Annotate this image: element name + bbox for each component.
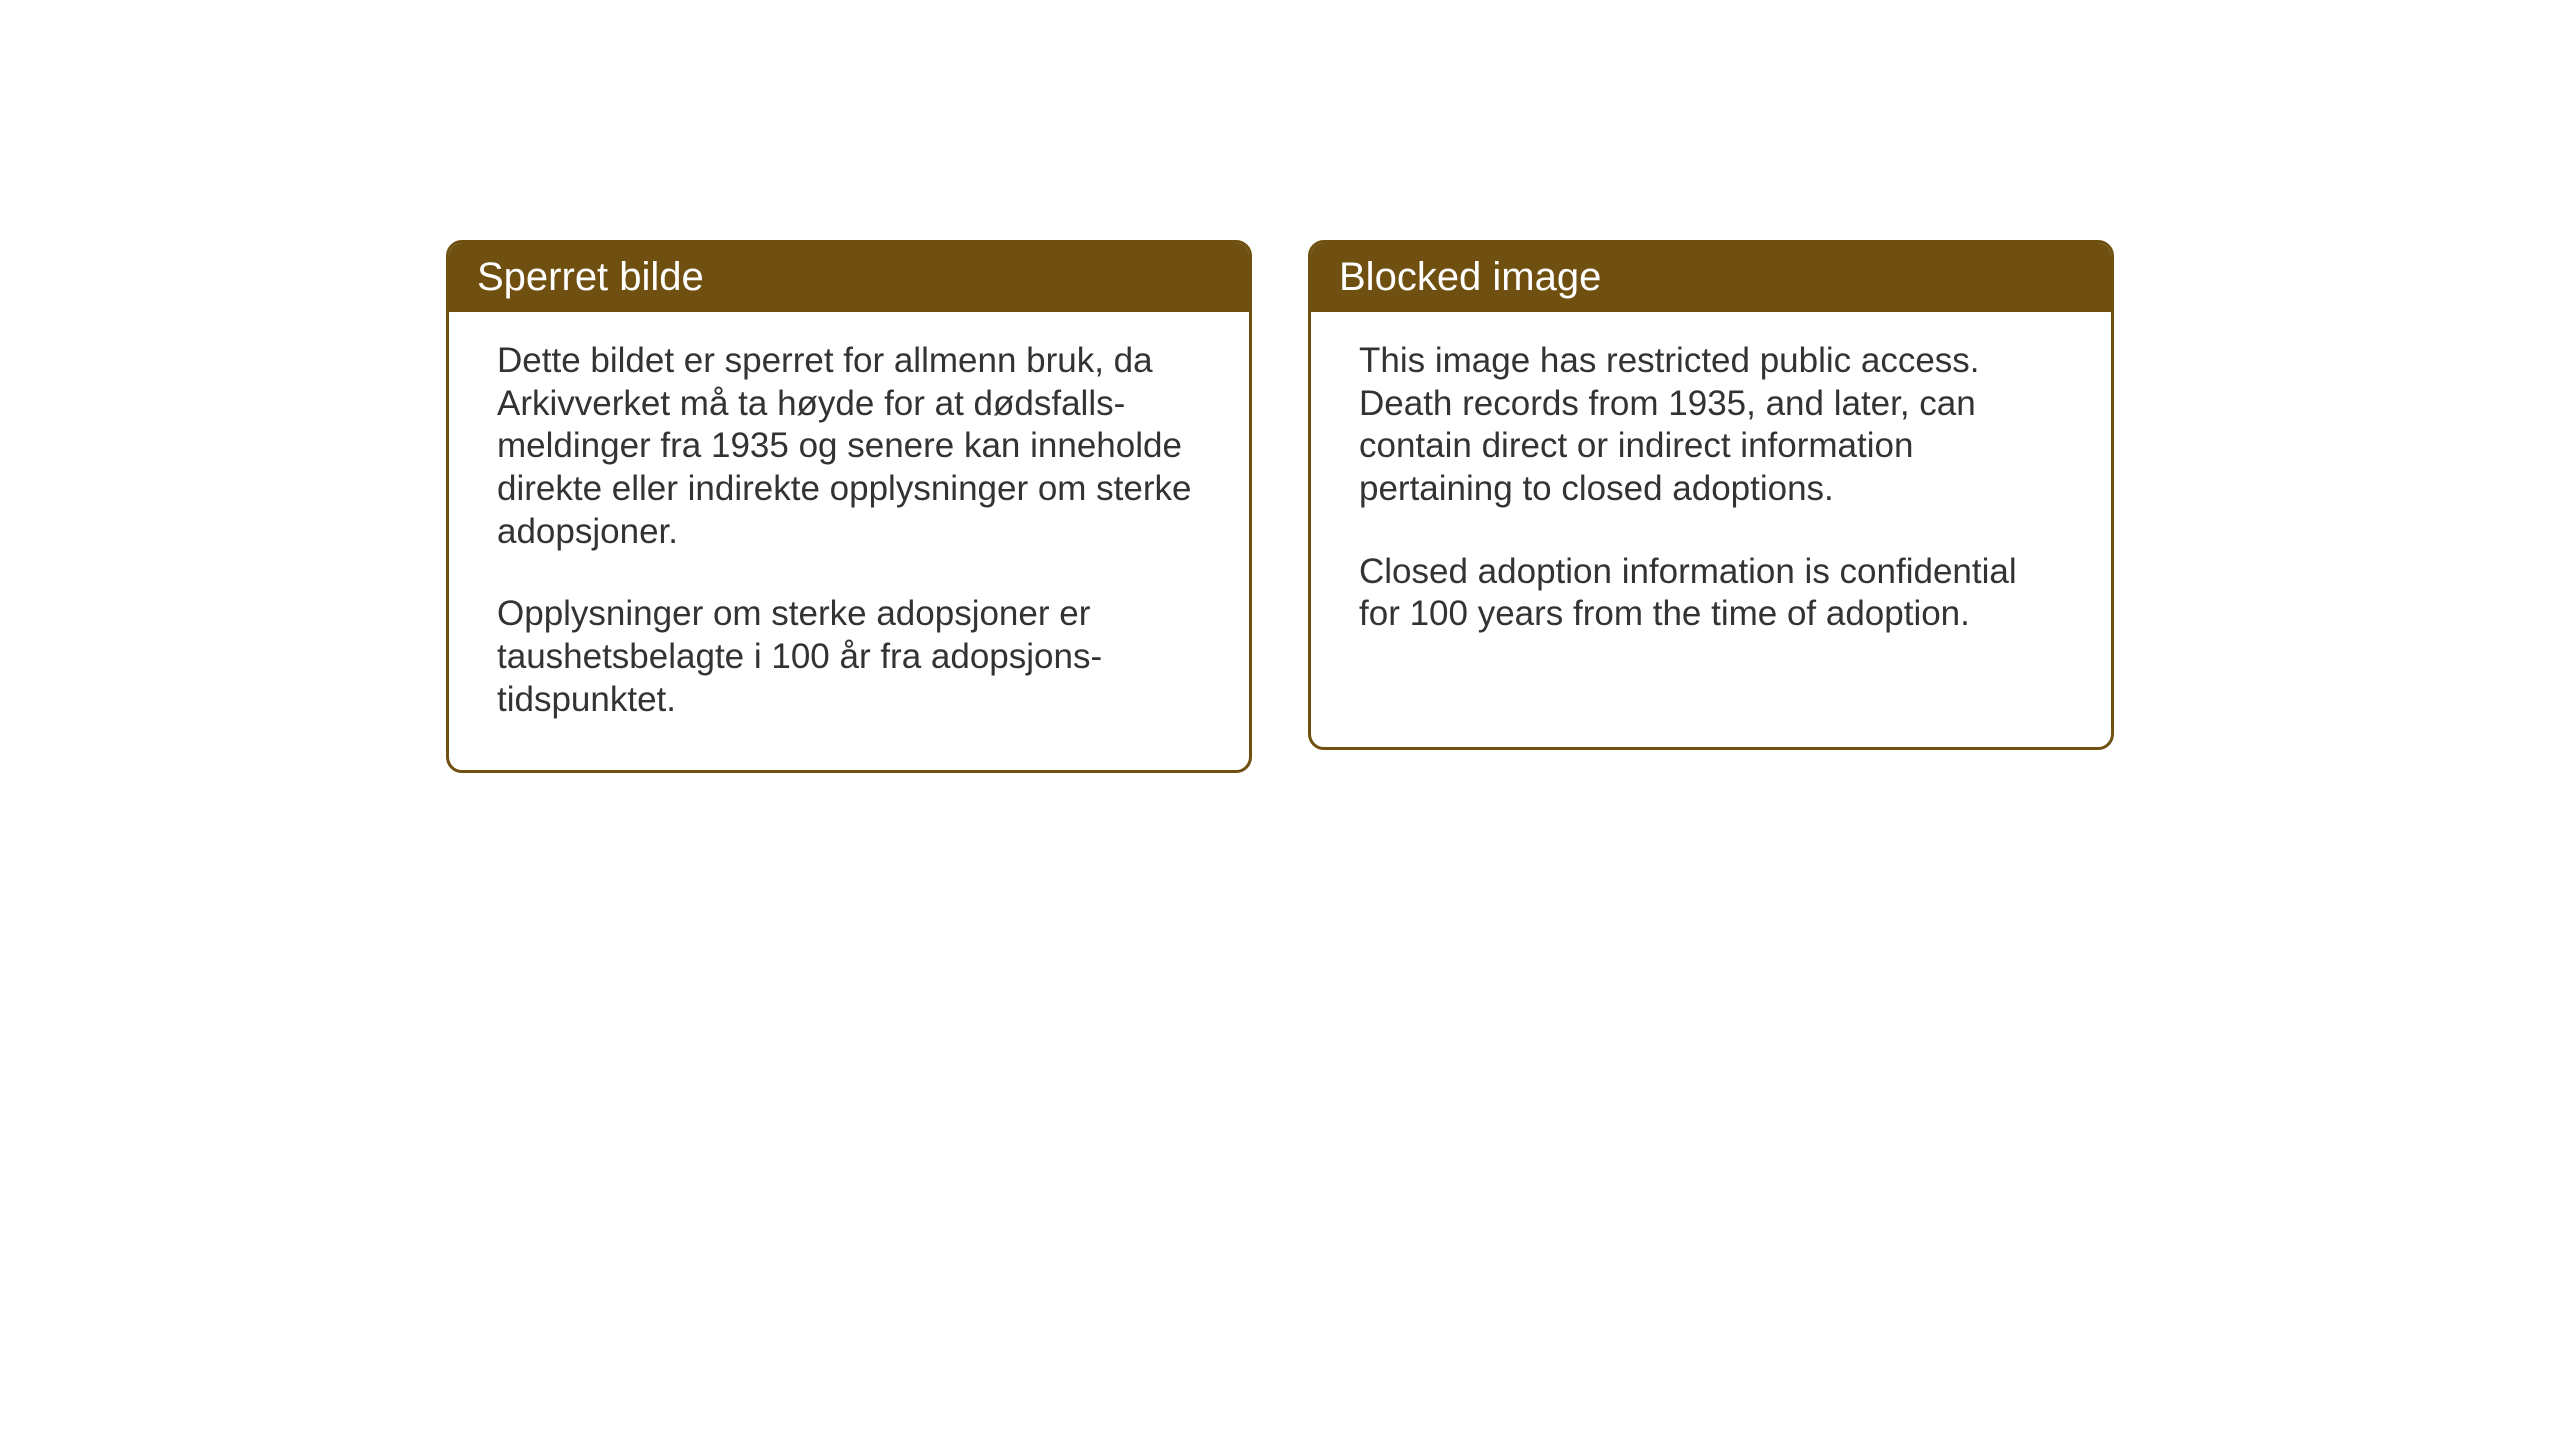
paragraph-norwegian-1: Dette bildet er sperret for allmenn bruk… xyxy=(497,340,1201,553)
card-body-english: This image has restricted public access.… xyxy=(1311,312,2111,684)
notice-card-norwegian: Sperret bilde Dette bildet er sperret fo… xyxy=(446,240,1252,773)
card-header-english: Blocked image xyxy=(1311,243,2111,312)
card-title-english: Blocked image xyxy=(1339,255,1601,299)
card-header-norwegian: Sperret bilde xyxy=(449,243,1249,312)
card-title-norwegian: Sperret bilde xyxy=(477,255,704,299)
card-body-norwegian: Dette bildet er sperret for allmenn bruk… xyxy=(449,312,1249,770)
paragraph-norwegian-2: Opplysninger om sterke adopsjoner er tau… xyxy=(497,593,1201,721)
paragraph-english-2: Closed adoption information is confident… xyxy=(1359,551,2063,636)
notice-container: Sperret bilde Dette bildet er sperret fo… xyxy=(446,240,2114,773)
notice-card-english: Blocked image This image has restricted … xyxy=(1308,240,2114,750)
paragraph-english-1: This image has restricted public access.… xyxy=(1359,340,2063,511)
